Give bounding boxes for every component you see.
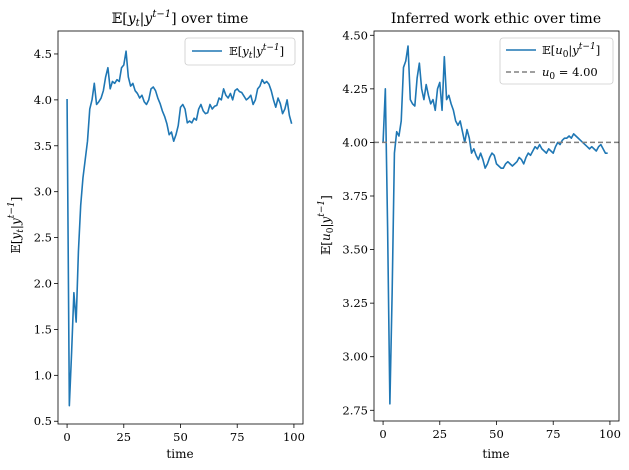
left-x-axis-label: time <box>166 447 193 461</box>
left-y-tick-label: 1.5 <box>34 322 52 336</box>
right-y-tick-label: 4.25 <box>342 82 368 96</box>
left-axes-frame <box>57 30 304 425</box>
right-ticks: 0 25 50 75 100 2.75 3.00 3.25 3.50 3.75 4.00 4.25 4.… <box>342 28 621 441</box>
left-y-tick-label: 2.5 <box>34 231 52 245</box>
right-y-tick-label: 3.25 <box>342 296 368 310</box>
left-ticks: 0 25 50 75 100 0.5 1.0 1.5 2.0 2.5 3.0 3.5 4.0 4.5 <box>34 47 305 444</box>
left-series-line-0 <box>66 50 293 407</box>
right-x-axis-label: time <box>482 447 509 461</box>
left-chart-title: 𝔼[yt|yt−1] over time <box>112 9 249 29</box>
right-x-tick-label: 0 <box>379 427 386 441</box>
right-series-line-0 <box>382 45 608 405</box>
left-y-axis-label: 𝔼[yt|yt−1] <box>7 197 26 254</box>
left-chart: 𝔼[yt|yt−1] over time time 𝔼[yt|yt−1] 0 25… <box>7 9 305 461</box>
left-y-tick-label: 4.5 <box>34 47 52 61</box>
left-y-tick-label: 1.0 <box>34 368 52 382</box>
right-x-tick-label: 50 <box>489 427 504 441</box>
right-y-tick-label: 3.75 <box>342 189 368 203</box>
left-plot-area <box>66 50 293 407</box>
left-y-tick-label: 3.0 <box>34 185 52 199</box>
right-axes-frame <box>373 30 620 422</box>
left-y-tick-label: 2.0 <box>34 277 52 291</box>
right-x-tick-label: 100 <box>599 427 621 441</box>
right-y-axis-label: 𝔼[u0|yt−1] <box>317 195 336 255</box>
right-plot-area <box>374 45 619 405</box>
left-legend-box <box>184 37 296 66</box>
right-x-tick-label: 25 <box>432 427 447 441</box>
left-x-tick-label: 25 <box>116 430 131 444</box>
right-legend: 𝔼[u0|yt−1] u0 = 4.00 <box>499 37 614 85</box>
left-legend: 𝔼[yt|yt−1] <box>184 37 296 66</box>
right-legend-label-reference: u0 = 4.00 <box>542 65 598 82</box>
left-x-tick-label: 75 <box>230 430 245 444</box>
right-y-tick-label: 4.00 <box>342 135 368 149</box>
right-chart-title: Inferred work ethic over time <box>391 11 601 27</box>
left-y-tick-label: 3.5 <box>34 139 52 153</box>
left-y-tick-label: 4.0 <box>34 93 52 107</box>
right-y-tick-label: 3.00 <box>342 350 368 364</box>
right-y-tick-label: 4.50 <box>342 28 368 42</box>
left-x-tick-label: 50 <box>173 430 188 444</box>
left-x-tick-label: 0 <box>63 430 70 444</box>
left-x-tick-label: 100 <box>283 430 305 444</box>
left-y-tick-label: 0.5 <box>34 414 52 428</box>
right-y-tick-label: 2.75 <box>342 403 368 417</box>
right-legend-label-estimate: 𝔼[u0|yt−1] <box>542 42 600 60</box>
left-legend-label: 𝔼[yt|yt−1] <box>229 43 284 61</box>
right-y-tick-label: 3.50 <box>342 243 368 257</box>
right-chart: Inferred work ethic over time time 𝔼[u0|… <box>317 11 621 461</box>
right-x-tick-label: 75 <box>546 427 561 441</box>
